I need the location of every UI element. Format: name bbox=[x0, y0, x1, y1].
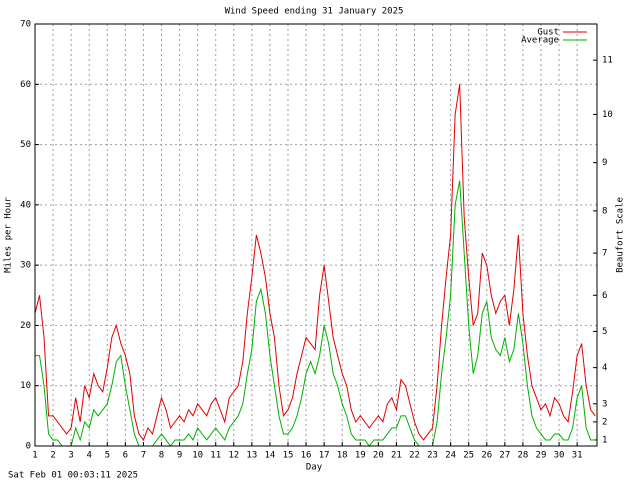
x-tick-label: 31 bbox=[572, 451, 583, 461]
x-tick-label: 18 bbox=[337, 451, 348, 461]
x-tick-label: 20 bbox=[373, 451, 384, 461]
x-tick-label: 28 bbox=[517, 451, 528, 461]
x-tick-label: 11 bbox=[210, 451, 221, 461]
x-tick-label: 19 bbox=[355, 451, 366, 461]
y-tick-label: 70 bbox=[20, 20, 31, 30]
x-tick-label: 27 bbox=[499, 451, 510, 461]
x-tick-label: 6 bbox=[123, 451, 128, 461]
y-axis-label: Miles per Hour bbox=[4, 196, 14, 272]
footer: Sat Feb 01 00:03:11 2025 bbox=[8, 471, 138, 480]
y-tick-label: 0 bbox=[26, 442, 31, 452]
x-tick-label: 23 bbox=[427, 451, 438, 461]
y2-tick-label: 3 bbox=[602, 399, 607, 409]
x-tick-label: 21 bbox=[391, 451, 402, 461]
x-tick-label: 10 bbox=[192, 451, 203, 461]
y-tick-label: 50 bbox=[20, 140, 31, 150]
x-tick-label: 7 bbox=[141, 451, 146, 461]
y2-tick-label: 5 bbox=[602, 327, 607, 337]
y-tick-label: 40 bbox=[20, 200, 31, 210]
y-tick-label: 10 bbox=[20, 381, 31, 391]
y2-tick-label: 6 bbox=[602, 291, 607, 301]
x-tick-label: 3 bbox=[68, 451, 73, 461]
x-tick-label: 26 bbox=[481, 451, 492, 461]
x-tick-label: 16 bbox=[301, 451, 312, 461]
y2-tick-label: 11 bbox=[602, 56, 613, 66]
series-line bbox=[35, 180, 596, 447]
y-tick-label: 30 bbox=[20, 261, 31, 271]
x-tick-label: 25 bbox=[463, 451, 474, 461]
x-tick-label: 13 bbox=[246, 451, 257, 461]
x-tick-label: 2 bbox=[50, 451, 55, 461]
x-tick-label: 1 bbox=[32, 451, 37, 461]
x-tick-label: 15 bbox=[283, 451, 294, 461]
y2-tick-label: 1 bbox=[602, 435, 607, 445]
y2-tick-label: 7 bbox=[602, 249, 607, 259]
y2-axis-label: Beaufort Scale bbox=[616, 197, 626, 273]
x-tick-label: 22 bbox=[409, 451, 420, 461]
x-axis-label: Day bbox=[306, 463, 323, 473]
legend-label: Gust bbox=[537, 28, 559, 38]
y2-tick-label: 4 bbox=[602, 363, 607, 373]
y2-tick-label: 10 bbox=[602, 110, 613, 120]
x-tick-label: 9 bbox=[177, 451, 182, 461]
series-line bbox=[34, 84, 596, 442]
x-tick-label: 4 bbox=[87, 451, 92, 461]
x-tick-label: 29 bbox=[536, 451, 547, 461]
y2-tick-label: 2 bbox=[602, 417, 607, 427]
y2-tick-label: 8 bbox=[602, 206, 607, 216]
x-tick-label: 8 bbox=[159, 451, 164, 461]
y2-tick-label: 9 bbox=[602, 158, 607, 168]
x-tick-label: 5 bbox=[105, 451, 110, 461]
x-tick-label: 24 bbox=[445, 451, 456, 461]
x-tick-label: 30 bbox=[554, 451, 565, 461]
y-tick-label: 20 bbox=[20, 321, 31, 331]
x-tick-label: 14 bbox=[264, 451, 275, 461]
x-tick-label: 17 bbox=[319, 451, 330, 461]
x-tick-label: 12 bbox=[228, 451, 239, 461]
chart-title: Wind Speed ending 31 January 2025 bbox=[225, 7, 404, 17]
y-tick-label: 60 bbox=[20, 80, 31, 90]
plot-border bbox=[34, 23, 598, 447]
legend-label: Average bbox=[521, 36, 559, 46]
